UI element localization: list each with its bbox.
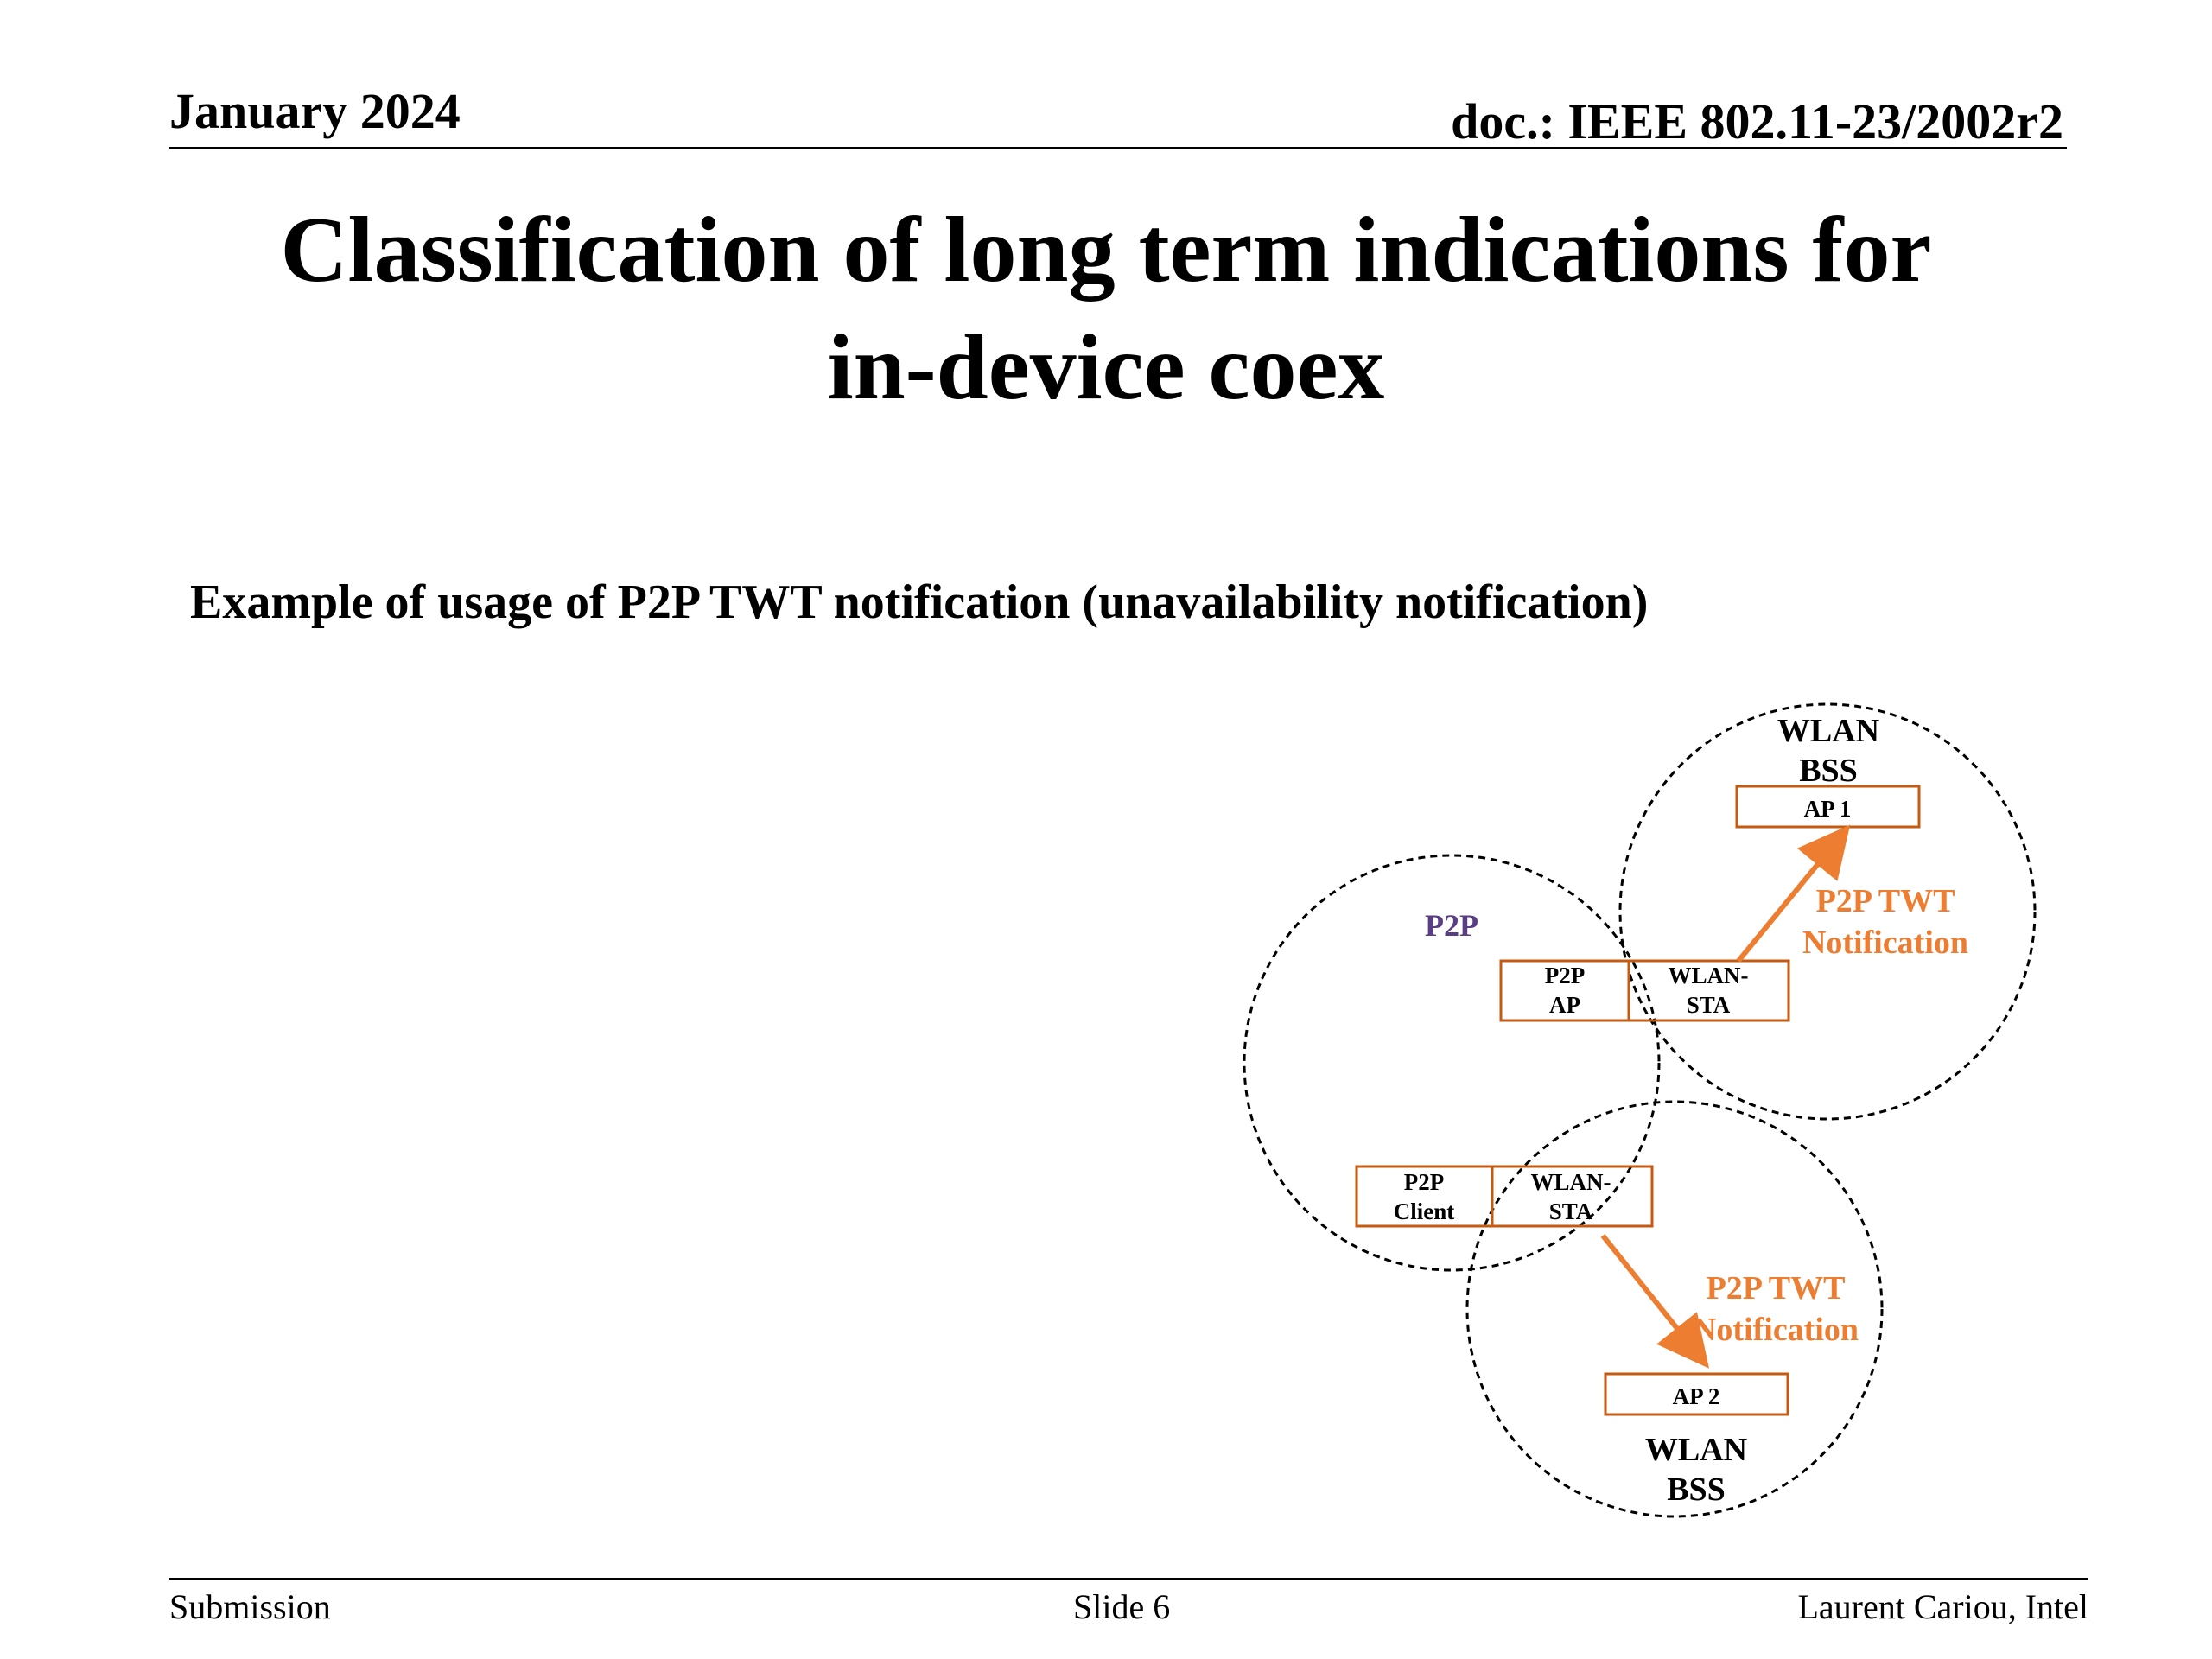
- slide-title-line-1: Classification of long term indications …: [280, 199, 1932, 302]
- wlan-sta-top-label-line-2: STA: [1687, 992, 1731, 1018]
- ap1-box: [1735, 785, 1921, 829]
- wlan-bss-top-circle: [1618, 702, 2037, 1121]
- notification-arrow-top: [1736, 824, 1851, 963]
- notification-top-label-line-1: P2P TWT: [1816, 883, 1955, 919]
- header-doc-id: doc.: IEEE 802.11-23/2002r2: [1451, 93, 2063, 149]
- wlan-sta-bottom-label-line-1: WLAN-: [1531, 1169, 1611, 1195]
- p2p-ap-label-line-1: P2P: [1545, 963, 1586, 988]
- slide-title-line-2: in-device coex: [827, 316, 1385, 419]
- ap2-label: AP 2: [1673, 1383, 1720, 1409]
- p2p-client-label-line-1: P2P: [1404, 1169, 1445, 1195]
- wlan-bss-bottom-label-line-1: WLAN: [1645, 1432, 1747, 1468]
- header-date: January 2024: [169, 83, 461, 139]
- footer-divider: [169, 1578, 2088, 1580]
- slide-subtitle: Example of usage of P2P TWT notification…: [190, 575, 1649, 629]
- notification-bottom-label-line-2: Notification: [1693, 1312, 1859, 1348]
- wlan-sta-bottom-label-line-2: STA: [1549, 1198, 1593, 1224]
- wlan-sta-bottom-box: [1491, 1165, 1654, 1228]
- footer-slide-number: Slide 6: [1073, 1587, 1171, 1626]
- wlan-bss-bottom-circle: [1465, 1100, 1884, 1518]
- p2p-ap-label-line-2: AP: [1549, 992, 1580, 1018]
- p2p-group-circle: [1243, 854, 1661, 1272]
- p2p-ap-box: [1499, 959, 1630, 1022]
- slide-title: Classification of long term indications …: [130, 192, 2082, 427]
- p2p-group-label: P2P: [1425, 908, 1478, 943]
- p2p-client-label-line-2: Client: [1394, 1198, 1455, 1224]
- notification-bottom-label-line-1: P2P TWT: [1707, 1270, 1846, 1306]
- wlan-bss-bottom-label-line-2: BSS: [1667, 1471, 1726, 1508]
- footer-submission: Submission: [169, 1587, 331, 1626]
- wlan-bss-top-label-line-1: WLAN: [1777, 713, 1879, 749]
- wlan-sta-top-box: [1627, 959, 1790, 1022]
- ap1-label: AP 1: [1804, 796, 1852, 822]
- header-divider: [169, 147, 2067, 149]
- ap2-box: [1604, 1372, 1789, 1416]
- wlan-sta-top-label-line-1: WLAN-: [1669, 963, 1749, 988]
- wlan-bss-top-label-line-2: BSS: [1799, 753, 1858, 789]
- notification-arrow-bottom: [1600, 1234, 1709, 1369]
- notification-top-label-line-2: Notification: [1802, 925, 1968, 961]
- footer-author: Laurent Cariou, Intel: [1797, 1587, 2088, 1626]
